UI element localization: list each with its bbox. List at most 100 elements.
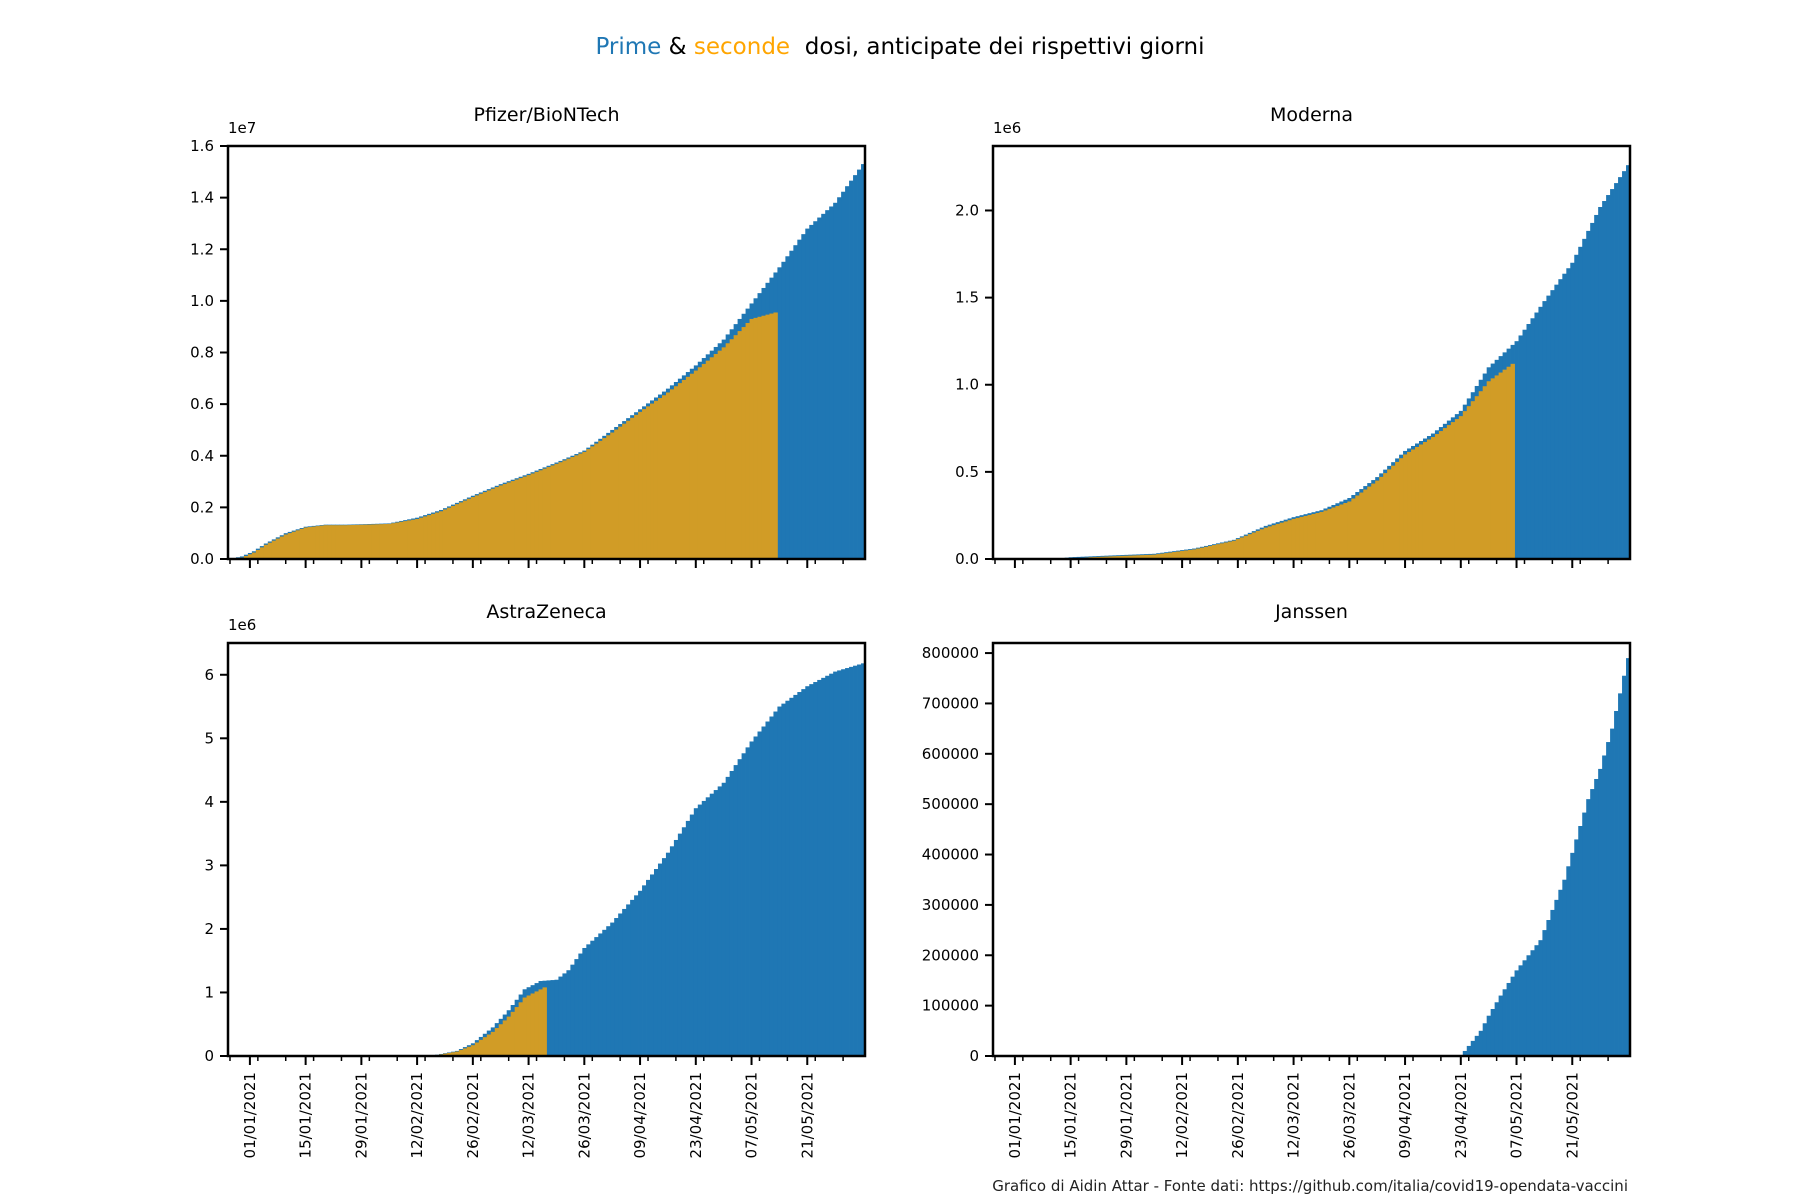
bar-seconde bbox=[630, 417, 635, 559]
bar-seconde bbox=[323, 525, 328, 559]
bar-seconde bbox=[1188, 549, 1193, 559]
bar-prime bbox=[646, 879, 651, 1056]
bar-prime bbox=[681, 827, 687, 1056]
y-tick-label: 1.6 bbox=[190, 137, 214, 155]
bar-seconde bbox=[1506, 366, 1511, 559]
bar-seconde bbox=[1383, 473, 1388, 559]
bar-prime bbox=[1534, 312, 1539, 559]
bar-seconde bbox=[1315, 512, 1320, 559]
y-tick-label: 600000 bbox=[922, 745, 979, 763]
bar-seconde bbox=[351, 524, 356, 559]
bar-seconde bbox=[1303, 515, 1308, 559]
bar-seconde bbox=[478, 1039, 484, 1056]
subplot-title: Moderna bbox=[1270, 104, 1353, 126]
bar-seconde bbox=[745, 323, 750, 559]
bar-seconde bbox=[415, 518, 420, 559]
bar-prime bbox=[1538, 306, 1543, 559]
series-seconde bbox=[1072, 363, 1515, 559]
bar-seconde bbox=[554, 463, 559, 559]
bar-prime bbox=[773, 711, 778, 1056]
x-tick-label: 15/01/2021 bbox=[1062, 1072, 1080, 1158]
bar-seconde bbox=[1299, 516, 1304, 559]
x-tick-label: 26/03/2021 bbox=[575, 1072, 593, 1158]
bar-seconde bbox=[431, 513, 436, 559]
bar-seconde bbox=[514, 479, 520, 559]
bar-prime bbox=[1522, 960, 1527, 1056]
bar-seconde bbox=[1434, 434, 1440, 559]
bar-prime bbox=[845, 186, 850, 559]
bar-seconde bbox=[1192, 549, 1197, 559]
bar-seconde bbox=[307, 527, 313, 559]
series-seconde bbox=[423, 987, 547, 1056]
bar-seconde bbox=[470, 497, 476, 559]
bar-seconde bbox=[757, 316, 762, 559]
bar-prime bbox=[853, 175, 858, 559]
bar-seconde bbox=[1490, 378, 1496, 559]
bar-seconde bbox=[570, 457, 575, 559]
bar-prime bbox=[701, 800, 707, 1056]
bar-prime bbox=[829, 206, 834, 560]
bar-seconde bbox=[411, 519, 416, 559]
bar-seconde bbox=[375, 524, 380, 559]
bar-seconde bbox=[1279, 522, 1285, 559]
bar-seconde bbox=[1343, 502, 1348, 559]
bar-seconde bbox=[522, 476, 527, 559]
bar-seconde bbox=[367, 524, 372, 559]
bar-seconde bbox=[526, 475, 531, 559]
bar-seconde bbox=[383, 524, 388, 559]
bar-seconde bbox=[1136, 555, 1141, 559]
bar-seconde bbox=[769, 313, 774, 559]
subplot-grid: Pfizer/BioNTech 1e7 0.0 0.2 0.4 0.6 0.8 1.0 1.2 1… bbox=[190, 104, 1632, 1158]
bar-prime bbox=[709, 793, 715, 1056]
bar-prime bbox=[789, 697, 794, 1056]
bar-seconde bbox=[737, 331, 742, 559]
bar-prime bbox=[705, 797, 711, 1056]
bar-seconde bbox=[650, 403, 655, 559]
bar-prime bbox=[841, 191, 846, 560]
bar-prime bbox=[622, 908, 627, 1056]
bar-prime bbox=[574, 959, 579, 1056]
bar-seconde bbox=[395, 522, 400, 559]
x-tick-label: 07/05/2021 bbox=[743, 1072, 761, 1158]
bar-prime bbox=[721, 782, 727, 1056]
bar-seconde bbox=[263, 544, 269, 559]
bar-prime bbox=[813, 682, 818, 1056]
bar-seconde bbox=[259, 547, 265, 559]
bar-prime bbox=[1550, 290, 1555, 559]
bar-seconde bbox=[1331, 507, 1336, 559]
bar-prime bbox=[546, 980, 551, 1056]
bar-seconde bbox=[681, 379, 687, 559]
bar-seconde bbox=[1180, 550, 1185, 559]
bar-seconde bbox=[657, 398, 663, 559]
figure-title: Prime & seconde dosi, anticipate dei ris… bbox=[595, 34, 1204, 60]
bar-prime bbox=[781, 703, 786, 1056]
bar-seconde bbox=[514, 1007, 520, 1056]
bar-seconde bbox=[1351, 498, 1356, 559]
bar-seconde bbox=[303, 527, 309, 559]
bar-seconde bbox=[518, 1002, 524, 1056]
bar-prime bbox=[1526, 955, 1531, 1056]
bar-seconde bbox=[482, 492, 488, 559]
y-tick-label: 400000 bbox=[922, 846, 979, 864]
bar-seconde bbox=[594, 443, 599, 559]
bar-prime bbox=[757, 731, 762, 1056]
bar-prime bbox=[801, 234, 806, 559]
y-tick-label: 1.0 bbox=[955, 376, 979, 394]
bar-prime bbox=[761, 726, 766, 1056]
bar-seconde bbox=[1367, 486, 1372, 559]
x-tick-label: 12/03/2021 bbox=[520, 1072, 538, 1158]
bar-seconde bbox=[741, 327, 746, 559]
bar-seconde bbox=[1251, 532, 1257, 559]
bar-seconde bbox=[1219, 543, 1225, 559]
bar-seconde bbox=[1204, 546, 1209, 559]
bar-seconde bbox=[407, 520, 412, 559]
bar-prime bbox=[1522, 329, 1527, 559]
bar-prime bbox=[598, 933, 603, 1056]
bar-prime bbox=[813, 221, 818, 560]
bar-prime bbox=[777, 267, 782, 559]
bar-prime bbox=[809, 684, 814, 1056]
y-tick-label: 2.0 bbox=[955, 201, 979, 219]
bar-seconde bbox=[530, 473, 535, 559]
bar-seconde bbox=[1363, 489, 1368, 559]
bar-seconde bbox=[267, 542, 273, 559]
